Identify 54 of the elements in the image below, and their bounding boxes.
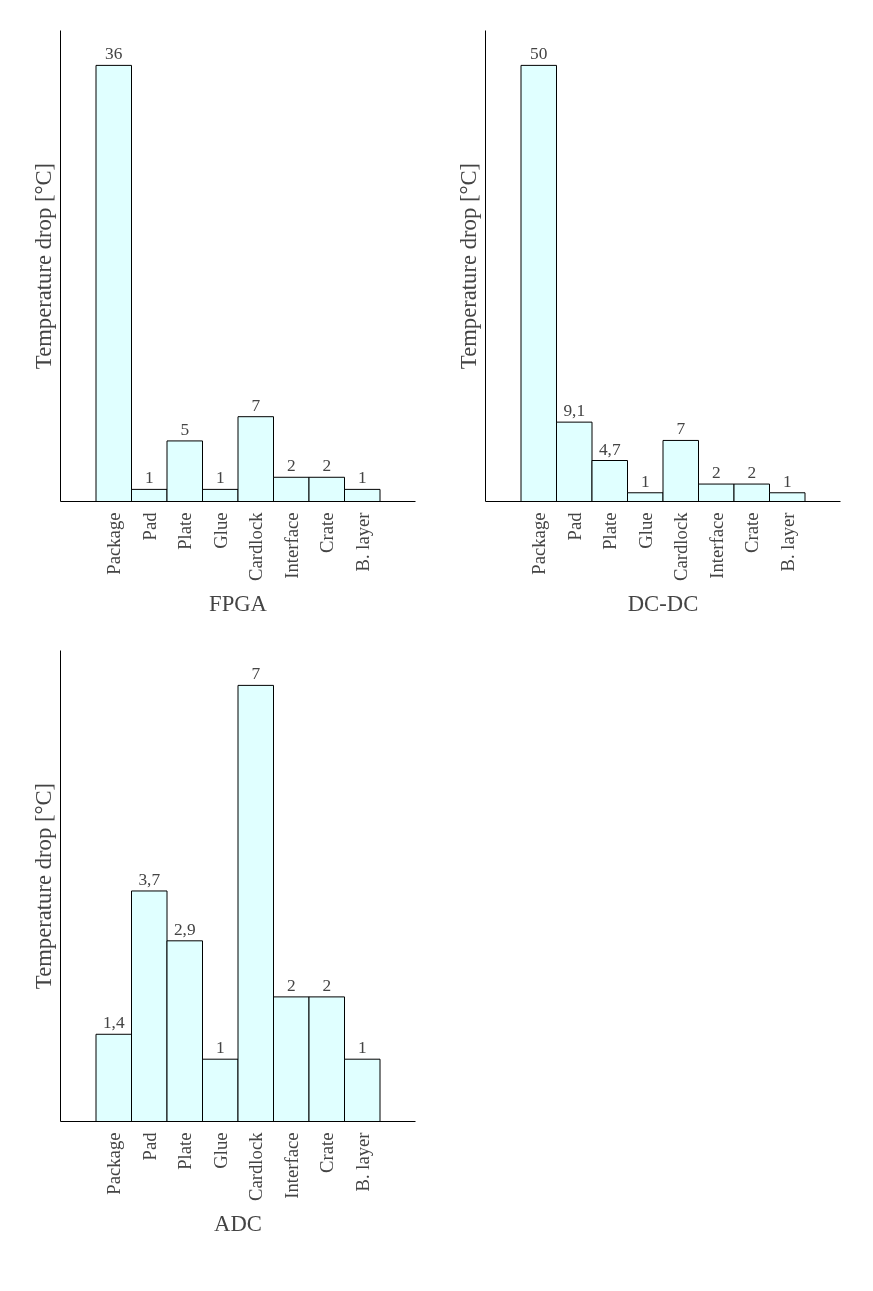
x-tick-label: Glue <box>209 512 231 549</box>
data-label: 2 <box>286 456 296 476</box>
x-tick-label: B. layer <box>351 1131 373 1192</box>
data-label: 3,7 <box>138 869 161 889</box>
y-axis-title: Temperature drop [°C] <box>30 162 56 370</box>
x-tick-label: Crate <box>316 1132 338 1173</box>
y-axis-title: Temperature drop [°C] <box>30 782 56 990</box>
x-tick-label: Cardlock <box>245 1131 267 1201</box>
data-label: 4,7 <box>598 439 621 459</box>
x-tick-label: Package <box>103 1132 125 1195</box>
x-tick-label: Interface <box>280 1132 302 1199</box>
x-tick-label: Interface <box>705 512 727 579</box>
x-tick-label: Plate <box>174 512 196 550</box>
x-tick-label: Package <box>103 512 125 575</box>
x-tick-label: B. layer <box>351 511 373 572</box>
data-label: 36 <box>105 44 123 64</box>
x-tick-label: Pad <box>563 511 585 541</box>
data-label: 5 <box>180 419 190 439</box>
data-label: 1 <box>215 1038 225 1058</box>
x-tick-label: Pad <box>138 1131 160 1161</box>
data-label: 1 <box>357 468 367 488</box>
x-tick-label: Glue <box>634 512 656 549</box>
data-label: 7 <box>676 419 686 439</box>
data-label: 1 <box>640 471 650 491</box>
x-tick-label: Glue <box>209 1132 231 1169</box>
x-tick-label: Pad <box>138 511 160 541</box>
data-label: 2 <box>322 456 332 476</box>
x-tick-label: Cardlock <box>245 511 267 581</box>
text: ADC <box>214 1210 262 1236</box>
data-label: 2 <box>322 975 332 995</box>
data-label: 9,1 <box>563 401 586 421</box>
data-label: 7 <box>251 664 261 684</box>
data-label: 1,4 <box>102 1013 125 1033</box>
data-label: 1 <box>782 471 792 491</box>
x-tick-label: Interface <box>280 512 302 579</box>
data-label: 7 <box>251 395 261 415</box>
x-tick-label: B. layer <box>776 511 798 572</box>
data-label: 2 <box>747 463 757 483</box>
x-tick-label: Plate <box>174 1132 196 1170</box>
x-tick-label: Cardlock <box>670 511 692 581</box>
x-tick-label: Crate <box>316 512 338 553</box>
x-tick-label: Package <box>528 512 550 575</box>
data-label: 50 <box>530 44 548 64</box>
data-label: 1 <box>215 468 225 488</box>
x-tick-label: Plate <box>599 512 621 550</box>
data-label: 1 <box>357 1038 367 1058</box>
y-axis-title: Temperature drop [°C] <box>455 162 481 370</box>
data-label: 2,9 <box>173 919 196 939</box>
data-label: 1 <box>144 468 154 488</box>
data-label: 2 <box>711 463 721 483</box>
text: DC-DC <box>627 590 699 616</box>
text: FPGA <box>209 590 268 616</box>
x-tick-label: Crate <box>741 512 763 553</box>
data-label: 2 <box>286 975 296 995</box>
